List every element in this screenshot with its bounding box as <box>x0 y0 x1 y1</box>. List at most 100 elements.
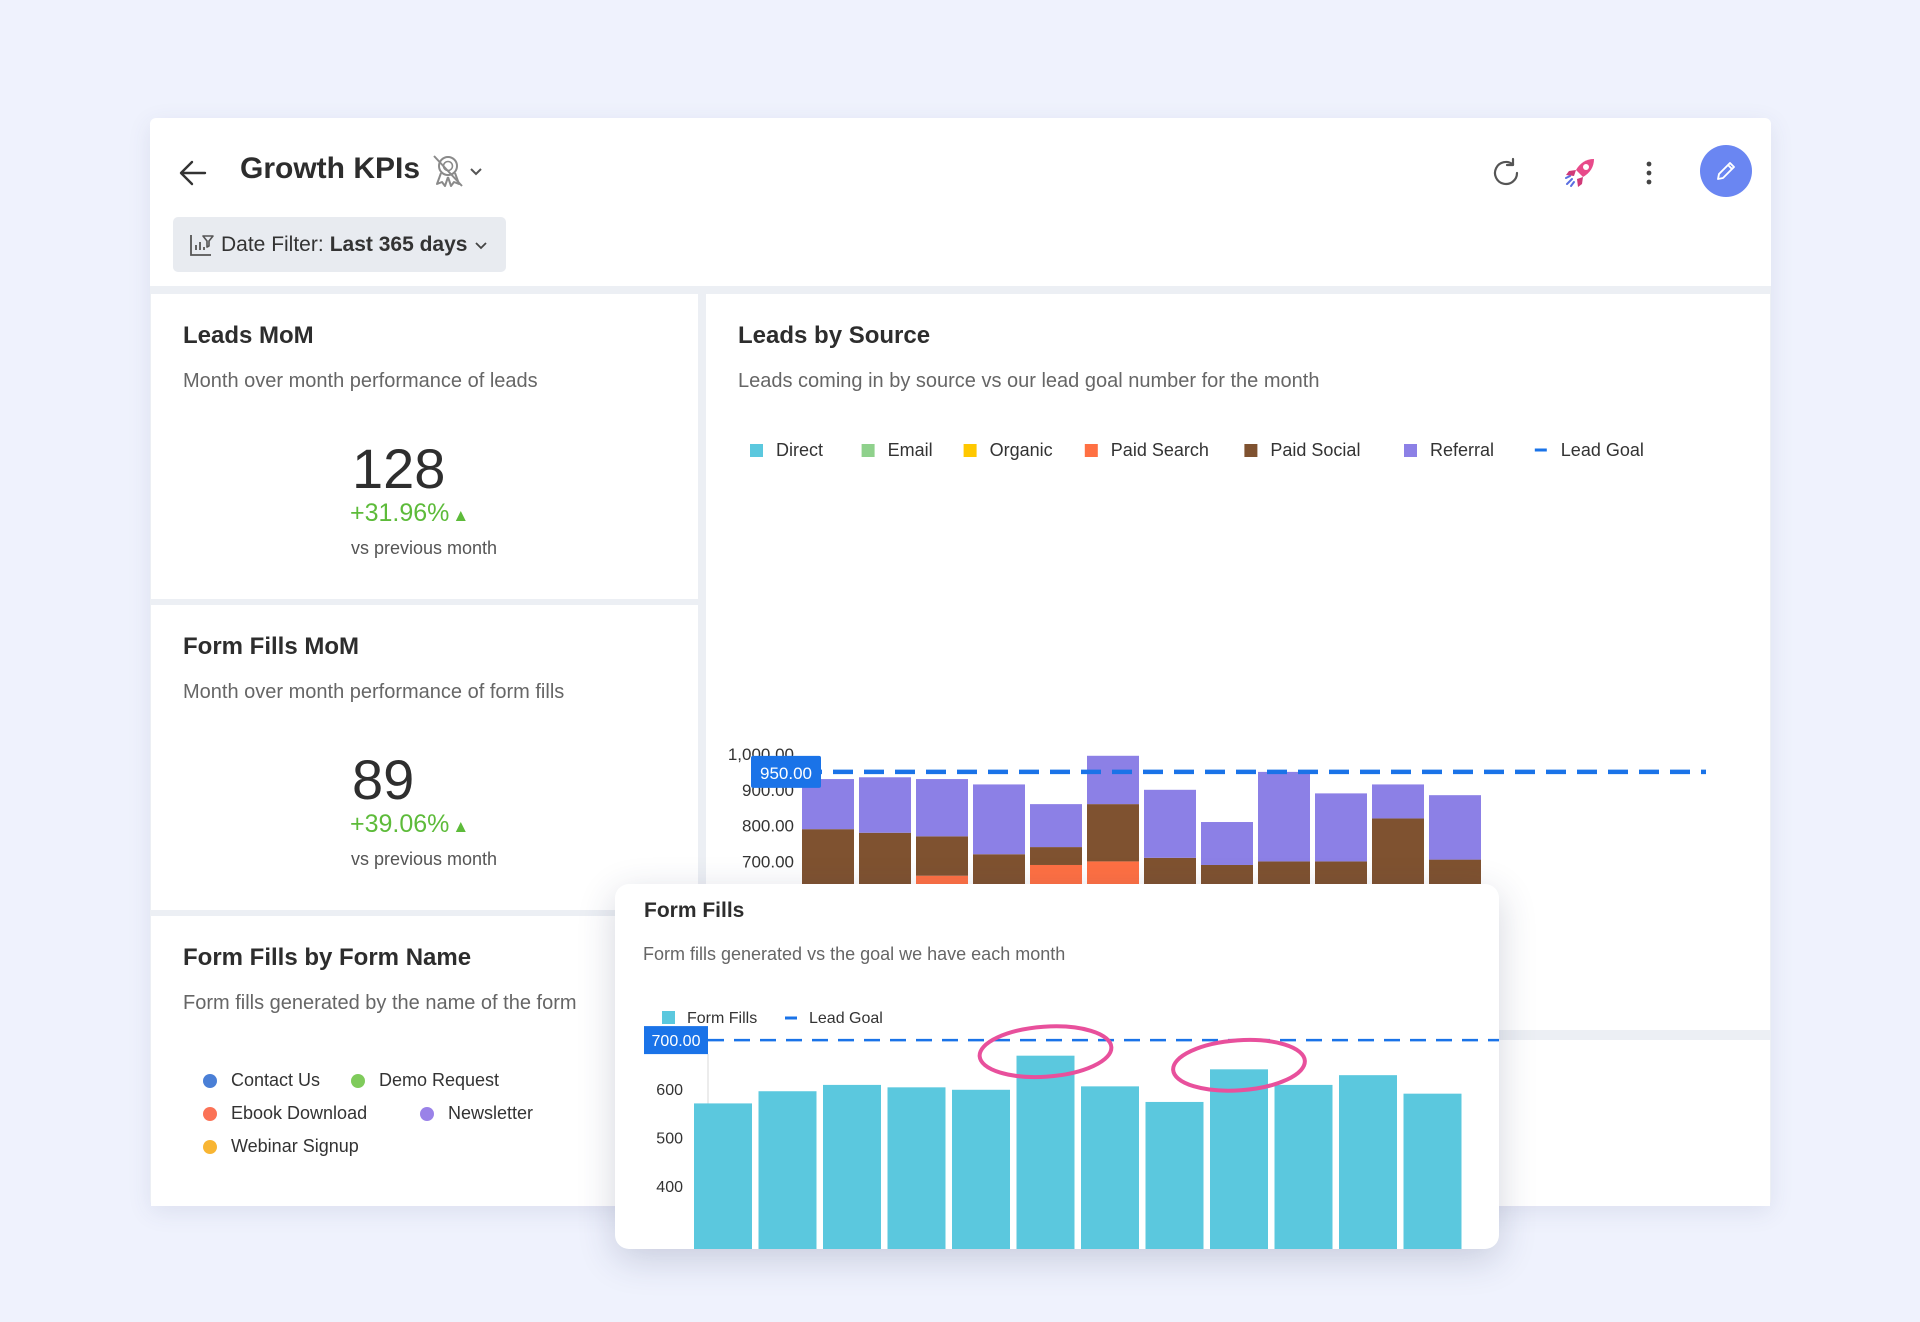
kpi-change: +39.06% ▲ <box>350 810 470 838</box>
refresh-button[interactable] <box>1481 148 1531 198</box>
chart-filter-icon <box>190 234 214 256</box>
rocket-icon <box>1565 159 1594 187</box>
legend-label: Lead Goal <box>809 1010 883 1027</box>
more-options-button[interactable] <box>1624 148 1674 198</box>
legend-item[interactable]: Contact Us <box>203 1070 325 1091</box>
chevron-down-icon <box>470 168 482 176</box>
legend-label: Direct <box>776 440 823 460</box>
legend-label: Referral <box>1430 440 1494 460</box>
legend-label: Lead Goal <box>1561 440 1644 460</box>
bar <box>1210 1069 1268 1249</box>
kpi-note: vs previous month <box>351 538 498 558</box>
bar <box>1081 1086 1139 1249</box>
legend-dot <box>351 1073 365 1088</box>
y-tick-label: 500 <box>656 1131 683 1148</box>
legend-dot <box>203 1106 217 1121</box>
card-subtitle: Form fills generated vs the goal we have… <box>643 944 1066 964</box>
card-title: Form Fills MoM <box>183 633 359 660</box>
bar <box>887 1087 946 1249</box>
bar-segment <box>1087 804 1139 862</box>
card-subtitle: Form fills generated by the name of the … <box>183 992 577 1014</box>
form-fills-card[interactable]: Form Fills Form fills generated vs the g… <box>615 884 1499 1249</box>
bar-segment <box>1030 804 1082 848</box>
card-title: Leads by Source <box>738 322 931 349</box>
legend-label: Organic <box>990 440 1053 460</box>
bar-segment <box>916 836 968 876</box>
back-arrow-icon <box>179 160 207 186</box>
card-subtitle: Leads coming in by source vs our lead go… <box>738 370 1320 392</box>
date-filter-label: Date Filter: <box>221 232 324 256</box>
bar-segment <box>859 777 911 833</box>
chevron-down-icon <box>475 241 488 249</box>
legend-label: Paid Search <box>1111 440 1209 460</box>
up-triangle-icon: ▲ <box>452 817 470 836</box>
highlight-circle <box>1171 1037 1307 1093</box>
card-title: Form Fills by Form Name <box>183 944 472 971</box>
legend-swatch <box>662 1011 675 1024</box>
goal-label: 950.00 <box>760 764 812 783</box>
bar-segment <box>1372 784 1424 819</box>
date-filter-value: Last 365 days <box>329 232 468 256</box>
bar <box>694 1103 752 1249</box>
leads-mom-card[interactable]: Leads MoM Month over month performance o… <box>151 294 698 599</box>
refresh-icon <box>1493 157 1519 186</box>
award-badge-icon <box>433 155 463 187</box>
goal-label-box <box>751 755 821 788</box>
bar-segment <box>1315 793 1367 862</box>
bar-segment <box>802 829 854 887</box>
legend-swatch <box>861 444 875 457</box>
legend-item[interactable]: Ebook Download <box>203 1103 394 1124</box>
pencil-icon <box>1717 162 1735 180</box>
edit-button[interactable] <box>1700 145 1752 197</box>
goal-label-box <box>644 1026 708 1055</box>
bar-segment <box>1258 771 1310 862</box>
kpi-value: 128 <box>352 437 446 500</box>
legend-swatch <box>963 444 977 457</box>
legend-item[interactable]: Demo Request <box>351 1070 499 1091</box>
empty-card <box>1494 1040 1770 1206</box>
bar <box>1016 1055 1075 1249</box>
up-triangle-icon: ▲ <box>452 506 470 525</box>
form-fills-by-name-card[interactable]: Form Fills by Form Name Form fills gener… <box>151 916 698 1206</box>
back-button[interactable] <box>168 148 218 198</box>
bar-segment <box>1429 795 1481 860</box>
legend-label: Paid Social <box>1270 440 1360 460</box>
legend-item[interactable]: Webinar Signup <box>203 1136 359 1157</box>
bar <box>823 1084 881 1249</box>
more-vertical-icon <box>1646 161 1652 185</box>
legend-label: Form Fills <box>687 1010 757 1027</box>
badge-menu-button[interactable] <box>425 148 487 194</box>
legend-swatch <box>1084 444 1098 457</box>
highlight-circle <box>977 1024 1114 1080</box>
form-fills-chart: Form Fills Lead Goal 400 500 600 700.00 <box>644 1010 1499 1249</box>
bar <box>1274 1084 1333 1249</box>
legend-swatch <box>1244 444 1258 457</box>
legend-dot <box>203 1139 217 1154</box>
bar <box>758 1091 817 1249</box>
bar-segment <box>1030 847 1082 865</box>
bar-segment <box>916 779 968 837</box>
y-tick-label: 600 <box>656 1082 683 1099</box>
legend-swatch <box>1404 444 1417 457</box>
rocket-button[interactable] <box>1554 148 1606 198</box>
bar-segment <box>1144 789 1196 858</box>
y-tick-label: 400 <box>656 1179 683 1196</box>
goal-label: 700.00 <box>652 1033 701 1050</box>
top-bar: Growth KPIs <box>150 118 1771 286</box>
date-filter-button[interactable]: Date Filter: Last 365 days <box>173 217 506 272</box>
kpi-note: vs previous month <box>351 849 498 869</box>
bar <box>1403 1093 1462 1249</box>
bar-segment <box>1201 822 1253 865</box>
page-title: Growth KPIs <box>240 152 421 185</box>
legend-swatch <box>750 444 763 457</box>
kpi-change: +31.96% ▲ <box>350 499 470 527</box>
kpi-value: 89 <box>352 748 415 811</box>
legend-item[interactable]: Newsletter <box>420 1103 533 1124</box>
card-title: Form Fills <box>644 899 745 922</box>
bar-segment <box>1087 755 1139 805</box>
bar <box>1339 1075 1397 1249</box>
y-tick-label: 700.00 <box>742 852 794 871</box>
form-fills-mom-card[interactable]: Form Fills MoM Month over month performa… <box>151 605 698 910</box>
legend-dot <box>203 1073 217 1088</box>
bar <box>1145 1101 1204 1249</box>
